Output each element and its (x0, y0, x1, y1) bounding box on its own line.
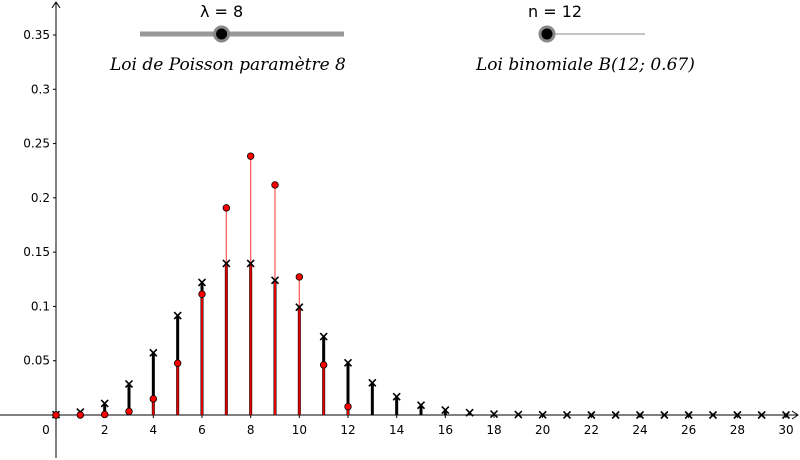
poisson-point (441, 406, 450, 415)
poisson-caption: Loi de Poisson paramètre 8 (110, 55, 346, 75)
binomial-point (100, 410, 109, 419)
x-tick-label: 14 (389, 423, 404, 437)
binomial-point (76, 411, 85, 419)
poisson-point (587, 410, 596, 420)
poisson-point (149, 348, 158, 357)
poisson-point (514, 410, 523, 419)
binomial-caption: Loi binomiale B(12; 0.67) (476, 55, 695, 75)
poisson-point (368, 378, 377, 387)
poisson-point (538, 410, 547, 419)
poisson-point (124, 379, 134, 389)
x-tick-label: 0 (42, 423, 50, 437)
binomial-point (222, 204, 231, 212)
binomial-point (246, 152, 255, 160)
x-tick-label: 10 (292, 423, 307, 437)
slider-lambda-label: λ = 8 (200, 2, 244, 21)
x-tick-label: 24 (632, 423, 647, 437)
x-tick-label: 18 (486, 423, 501, 437)
y-tick-label: 0.1 (31, 299, 50, 313)
binomial-point (173, 359, 182, 367)
x-tick-label: 6 (198, 423, 206, 437)
binomial-point (271, 181, 279, 189)
slider-n-knob[interactable] (538, 25, 556, 43)
poisson-point (100, 399, 109, 408)
x-tick-label: 2 (101, 423, 109, 437)
x-tick-label: 20 (535, 423, 550, 437)
y-axis-arrow-icon (51, 1, 61, 9)
poisson-point (197, 278, 207, 287)
x-axis-arrow-icon (791, 410, 799, 420)
x-tick-label: 12 (340, 423, 355, 437)
y-tick-label: 0.05 (23, 354, 50, 368)
poisson-point (222, 259, 231, 268)
binomial-point (344, 402, 352, 411)
x-tick-label: 30 (778, 423, 793, 437)
x-tick-label: 4 (150, 423, 158, 437)
x-tick-label: 8 (247, 423, 255, 437)
binomial-point (295, 273, 304, 281)
binomial-point (52, 411, 60, 419)
poisson-point (295, 303, 304, 312)
poisson-point (708, 410, 718, 420)
y-tick-label: 0.35 (23, 28, 50, 42)
poisson-point (343, 358, 353, 367)
poisson-point (416, 401, 426, 410)
y-tick-label: 0.25 (23, 137, 50, 151)
x-tick-label: 16 (438, 423, 453, 437)
poisson-point (781, 410, 791, 420)
poisson-point (660, 410, 669, 420)
binomial-point (149, 395, 158, 403)
poisson-point (270, 276, 280, 285)
poisson-point (684, 410, 693, 420)
poisson-point (733, 410, 742, 420)
poisson-point (392, 392, 401, 401)
poisson-point (319, 332, 328, 341)
poisson-point (611, 410, 620, 420)
poisson-point (489, 409, 499, 419)
binomial-point (125, 407, 133, 416)
y-tick-label: 0.3 (31, 82, 50, 96)
x-tick-label: 26 (681, 423, 696, 437)
slider-n-label: n = 12 (528, 2, 583, 21)
slider-lambda-knob[interactable] (213, 25, 231, 43)
x-tick-label: 22 (584, 423, 599, 437)
y-tick-label: 0.2 (31, 191, 50, 205)
poisson-point (246, 259, 255, 268)
binomial-point (319, 361, 328, 369)
x-tick-label: 28 (730, 423, 745, 437)
poisson-point (173, 311, 182, 320)
poisson-point (635, 410, 645, 420)
poisson-point (562, 410, 572, 419)
poisson-point (757, 410, 766, 420)
poisson-point (465, 408, 474, 417)
y-tick-label: 0.15 (23, 245, 50, 259)
binomial-point (198, 290, 206, 298)
